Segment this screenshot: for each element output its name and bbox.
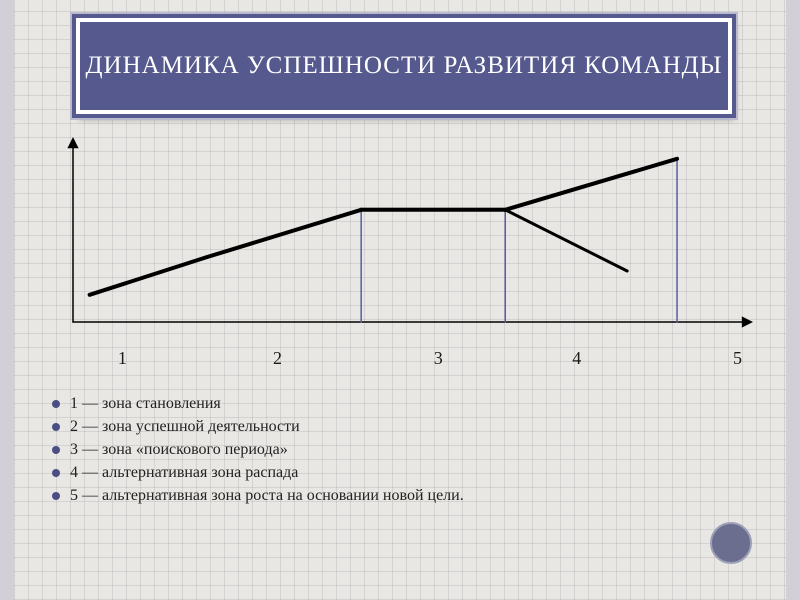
page-title: ДИНАМИКА УСПЕШНОСТИ РАЗВИТИЯ КОМАНДЫ — [85, 50, 722, 81]
decorative-dot — [710, 522, 752, 564]
x-tick-label: 3 — [434, 348, 443, 369]
chart — [38, 132, 758, 342]
legend-item: 4 — альтернативная зона распада — [52, 464, 752, 482]
x-tick-label: 2 — [273, 348, 282, 369]
legend-list: 1 — зона становления 2 — зона успешной де… — [52, 390, 752, 510]
x-tick-label: 4 — [572, 348, 581, 369]
legend-item: 1 — зона становления — [52, 395, 752, 413]
legend-item: 2 — зона успешной деятельности — [52, 418, 752, 436]
legend-item: 5 — альтернативная зона роста на основан… — [52, 487, 752, 505]
x-axis-labels: 1 2 3 4 5 — [38, 348, 758, 378]
x-tick-label: 5 — [733, 348, 742, 369]
legend-item: 3 — зона «поискового периода» — [52, 441, 752, 459]
title-box: ДИНАМИКА УСПЕШНОСТИ РАЗВИТИЯ КОМАНДЫ — [76, 18, 732, 114]
x-tick-label: 1 — [118, 348, 127, 369]
